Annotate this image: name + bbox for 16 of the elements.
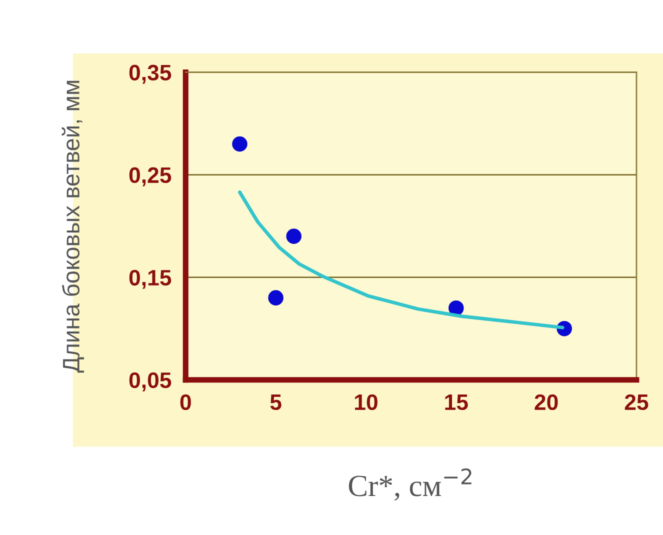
y-tick-label: 0,05 <box>129 372 172 392</box>
x-tick-label: 10 <box>355 394 378 410</box>
x-tick-label: 15 <box>445 394 468 410</box>
y-tick-label: 0,15 <box>129 270 172 289</box>
point <box>232 136 248 152</box>
y-axis-title: Длина боковых ветвей, мм <box>62 80 84 373</box>
point <box>268 290 284 306</box>
x-axis-title: Cr*, см$^{−2}$ <box>348 468 472 501</box>
y-tick-label: 0,25 <box>129 167 172 186</box>
y-tick-label: 0,35 <box>129 64 172 84</box>
point <box>448 300 464 316</box>
x-tick-label: 25 <box>624 394 648 410</box>
x-tick-label: 5 <box>270 394 282 410</box>
point <box>286 228 302 244</box>
x-tick-label: 0 <box>180 394 191 410</box>
x-tick-label: 20 <box>534 394 558 410</box>
